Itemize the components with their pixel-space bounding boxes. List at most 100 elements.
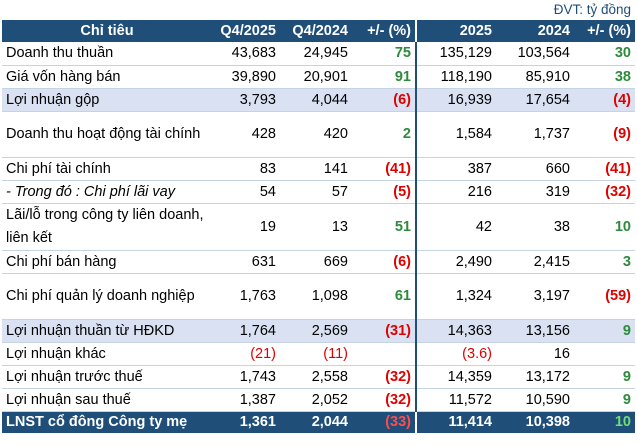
cell-2024: 1,737 <box>533 126 570 142</box>
header-2025: 2025 <box>415 20 496 42</box>
cell-2024: 13,172 <box>525 368 570 385</box>
cell-q4-2024: 13 <box>331 218 348 235</box>
cell-q4-2025: 3,793 <box>239 91 276 108</box>
cell-2024: 85,910 <box>525 68 570 85</box>
row-label: Lợi nhuận thuần từ HĐKD <box>6 322 175 339</box>
cell-2025: 1,324 <box>415 273 496 319</box>
cell-y-change: (4) <box>613 91 631 108</box>
table-row: Lợi nhuận gộp 3,793 4,044 (6) 16,939 17,… <box>2 88 635 111</box>
table-row: Doanh thu hoạt động tài chính 428 420 2 … <box>2 111 635 157</box>
cell-q4-2025: 631 <box>251 253 276 270</box>
cell-2024: 319 <box>545 183 570 200</box>
cell-2025: 135,129 <box>415 42 496 65</box>
total-row: LNST cổ đông Công ty mẹ 1,361 2,044 (33)… <box>2 411 635 433</box>
cell-y-change: 3 <box>622 253 631 270</box>
cell-q4-2025: 428 <box>251 126 276 142</box>
total-q4-2024: 2,044 <box>311 414 348 431</box>
cell-q4-2024: 4,044 <box>311 91 348 108</box>
header-q-change: +/- (%) <box>367 23 411 39</box>
cell-2025: 387 <box>415 157 496 180</box>
cell-q4-2025: 1,743 <box>239 368 276 385</box>
cell-q4-2024: 420 <box>323 126 348 142</box>
header-q4-2025: Q4/2025 <box>220 23 276 39</box>
header-y-change: +/- (%) <box>587 23 631 39</box>
table-header-row: Chỉ tiêu Q4/2025 Q4/2024 +/- (%) 2025 20… <box>2 20 635 42</box>
cell-y-change: (32) <box>605 183 631 200</box>
cell-q4-2025: 83 <box>259 160 276 177</box>
table-row: - Trong đó : Chi phí lãi vay 54 57 (5) 2… <box>2 180 635 203</box>
cell-2025: 42 <box>415 203 496 250</box>
cell-q-change: (6) <box>393 253 411 270</box>
cell-q4-2024: 669 <box>323 253 348 270</box>
table-row: Lợi nhuận khác (21) (11) (3.6) 16 <box>2 342 635 365</box>
cell-2025: 2,490 <box>415 250 496 273</box>
cell-2024: 16 <box>553 345 570 362</box>
cell-q-change: (41) <box>385 160 411 177</box>
table-row: Chi phí tài chính 83 141 (41) 387 660 (4… <box>2 157 635 180</box>
cell-q-change: 61 <box>394 288 411 304</box>
cell-2025: 16,939 <box>415 88 496 111</box>
table-row: Lợi nhuận trước thuế 1,743 2,558 (32) 14… <box>2 365 635 388</box>
cell-2025: 14,359 <box>415 365 496 388</box>
cell-q4-2024: 57 <box>331 183 348 200</box>
cell-2024: 103,564 <box>517 45 570 62</box>
cell-q4-2024: 2,052 <box>311 391 348 408</box>
cell-q-change: (32) <box>385 391 411 408</box>
cell-y-change <box>574 342 635 365</box>
table-row: Doanh thu thuần 43,683 24,945 75 135,129… <box>2 42 635 65</box>
cell-q-change: (31) <box>385 322 411 339</box>
header-q4-2024: Q4/2024 <box>292 23 348 39</box>
total-label: LNST cổ đông Công ty mẹ <box>6 414 188 431</box>
table-row: Lợi nhuận thuần từ HĐKD 1,764 2,569 (31)… <box>2 319 635 342</box>
row-label: Lợi nhuận gộp <box>6 91 100 108</box>
row-label: Lợi nhuận sau thuế <box>6 391 131 408</box>
row-label: Chi phí bán hàng <box>6 253 117 270</box>
total-y-change: 10 <box>614 414 631 431</box>
cell-2024: 13,156 <box>525 322 570 339</box>
row-label: Doanh thu thuần <box>6 45 114 62</box>
total-2025: 11,414 <box>415 411 496 433</box>
cell-q4-2025: 1,763 <box>239 288 276 304</box>
cell-2024: 660 <box>545 160 570 177</box>
cell-y-change: (41) <box>605 160 631 177</box>
cell-q4-2025: 39,890 <box>231 68 276 85</box>
cell-q-change: (5) <box>393 183 411 200</box>
total-q-change: (33) <box>385 414 411 431</box>
cell-2024: 10,590 <box>525 391 570 408</box>
cell-q-change: 75 <box>394 45 411 62</box>
cell-q4-2024: (11) <box>323 345 348 362</box>
cell-2024: 17,654 <box>525 91 570 108</box>
table-row: Lãi/lỗ trong công ty liên doanh, liên kế… <box>2 203 635 250</box>
cell-2024: 3,197 <box>533 288 570 304</box>
row-label: Doanh thu hoạt động tài chính <box>6 125 201 142</box>
cell-q4-2024: 24,945 <box>303 45 348 62</box>
cell-q-change: (32) <box>385 368 411 385</box>
cell-2025: 216 <box>415 180 496 203</box>
cell-q4-2024: 2,569 <box>311 322 348 339</box>
header-2024: 2024 <box>537 23 570 39</box>
cell-q4-2025: 19 <box>259 218 276 235</box>
cell-q4-2024: 1,098 <box>311 288 348 304</box>
row-label: Chi phí tài chính <box>6 160 111 177</box>
cell-q4-2024: 20,901 <box>303 68 348 85</box>
table-row: Lợi nhuận sau thuế 1,387 2,052 (32) 11,5… <box>2 388 635 411</box>
row-label: - Trong đó : Chi phí lãi vay <box>6 183 175 200</box>
row-label: Lợi nhuận khác <box>6 345 106 362</box>
cell-q-change: 51 <box>394 218 411 235</box>
cell-q-change: 91 <box>394 68 411 85</box>
cell-2024: 2,415 <box>533 253 570 270</box>
cell-q4-2024: 141 <box>323 160 348 177</box>
cell-2024: 38 <box>553 218 570 235</box>
cell-q-change: 2 <box>402 126 411 142</box>
cell-2025: 1,584 <box>415 111 496 157</box>
table-row: Chi phí quản lý doanh nghiệp 1,763 1,098… <box>2 273 635 319</box>
total-q4-2025: 1,361 <box>239 414 276 431</box>
cell-y-change: 30 <box>614 45 631 62</box>
cell-y-change: (59) <box>605 288 631 304</box>
cell-y-change: 38 <box>614 68 631 85</box>
cell-q-change <box>352 342 416 365</box>
cell-y-change: 9 <box>622 322 631 339</box>
cell-2025: 11,572 <box>415 388 496 411</box>
cell-q4-2025: 1,764 <box>239 322 276 339</box>
total-2024: 10,398 <box>525 414 570 431</box>
